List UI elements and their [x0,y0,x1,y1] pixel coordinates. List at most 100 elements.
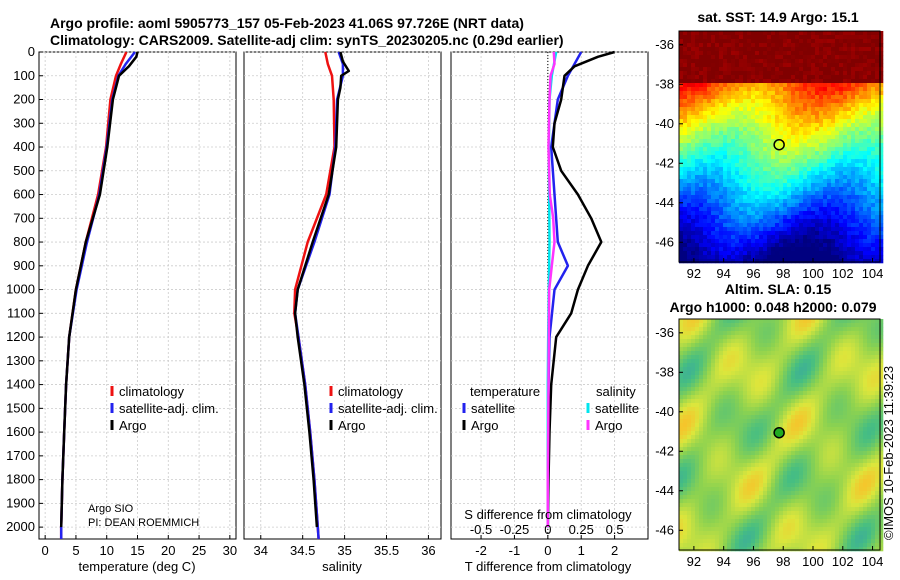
sst-cell [839,79,844,84]
sst-cell [779,179,784,184]
sst-cell [731,103,736,108]
sla-cell [695,375,700,380]
sla-cell [791,323,796,328]
sla-cell [771,415,776,420]
sst-cell [827,63,832,68]
sla-cell [723,379,728,384]
sla-cell [727,387,732,392]
sst-cell [807,55,812,60]
sst-cell [867,35,872,40]
sla-cell [691,331,696,336]
sst-cell [831,147,836,152]
sst-cell [751,111,756,116]
sla-cell [691,407,696,412]
sla-cell [879,351,884,356]
sst-cell [699,219,704,224]
sst-cell [751,135,756,140]
sla-cell [767,435,772,440]
sst-cell [847,47,852,52]
sla-cell [695,415,700,420]
sst-cell [807,51,812,56]
sla-cell [783,443,788,448]
sla-cell [799,435,804,440]
sla-cell [855,451,860,456]
sla-cell [839,371,844,376]
sla-cell [727,335,732,340]
sst-cell [827,71,832,76]
sla-cell [863,443,868,448]
sla-cell [731,407,736,412]
sla-cell [715,395,720,400]
sst-cell [807,219,812,224]
sst-cell [859,215,864,220]
sla-cell [755,371,760,376]
sla-cell [783,391,788,396]
sst-cell [695,223,700,228]
sla-cell [871,383,876,388]
sla-cell [863,455,868,460]
sst-cell [699,123,704,128]
sst-cell [823,191,828,196]
sst-cell [695,195,700,200]
sla-cell [739,383,744,388]
sst-cell [863,43,868,48]
sst-cell [879,219,884,224]
sla-cell [835,427,840,432]
sst-cell [699,223,704,228]
sla-cell [863,331,868,336]
sla-cell [811,355,816,360]
sst-cell [771,247,776,252]
sst-cell [819,199,824,204]
sst-cell [819,143,824,148]
sst-cell [767,131,772,136]
sst-cell [711,227,716,232]
sla-cell [863,379,868,384]
sla-cell [739,335,744,340]
sst-cell [735,243,740,248]
sst-cell [731,239,736,244]
sst-cell [727,103,732,108]
sst-cell [875,79,880,84]
sla-cell [799,455,804,460]
sla-cell [855,399,860,404]
sst-cell [703,235,708,240]
sla-cell [695,427,700,432]
sst-cell [851,191,856,196]
sst-cell [815,79,820,84]
sla-cell [811,375,816,380]
sst-cell [827,95,832,100]
sla-cell [751,319,756,324]
sst-cell [811,99,816,104]
sst-cell [835,83,840,88]
sst-cell [779,83,784,88]
sst-cell [731,215,736,220]
sla-cell [811,379,816,384]
sst-cell [799,83,804,88]
sla-cell [731,415,736,420]
lat-tick-label: -46 [655,234,674,249]
sst-cell [871,231,876,236]
sst-cell [719,95,724,100]
sla-cell [843,367,848,372]
sst-cell [787,231,792,236]
sst-cell [795,255,800,260]
sst-cell [875,35,880,40]
sla-cell [831,435,836,440]
sla-cell [703,399,708,404]
sla-cell [699,391,704,396]
sla-cell [775,439,780,444]
sla-cell [831,379,836,384]
sla-cell [699,383,704,388]
sst-cell [723,147,728,152]
sst-cell [767,83,772,88]
sla-cell [843,343,848,348]
sla-cell [799,363,804,368]
lon-tick-label: 104 [862,266,884,281]
sst-cell [683,255,688,260]
sla-cell [867,335,872,340]
sla-cell [759,335,764,340]
sla-cell [739,407,744,412]
sst-cell [755,215,760,220]
sst-cell [707,163,712,168]
sst-cell [799,155,804,160]
